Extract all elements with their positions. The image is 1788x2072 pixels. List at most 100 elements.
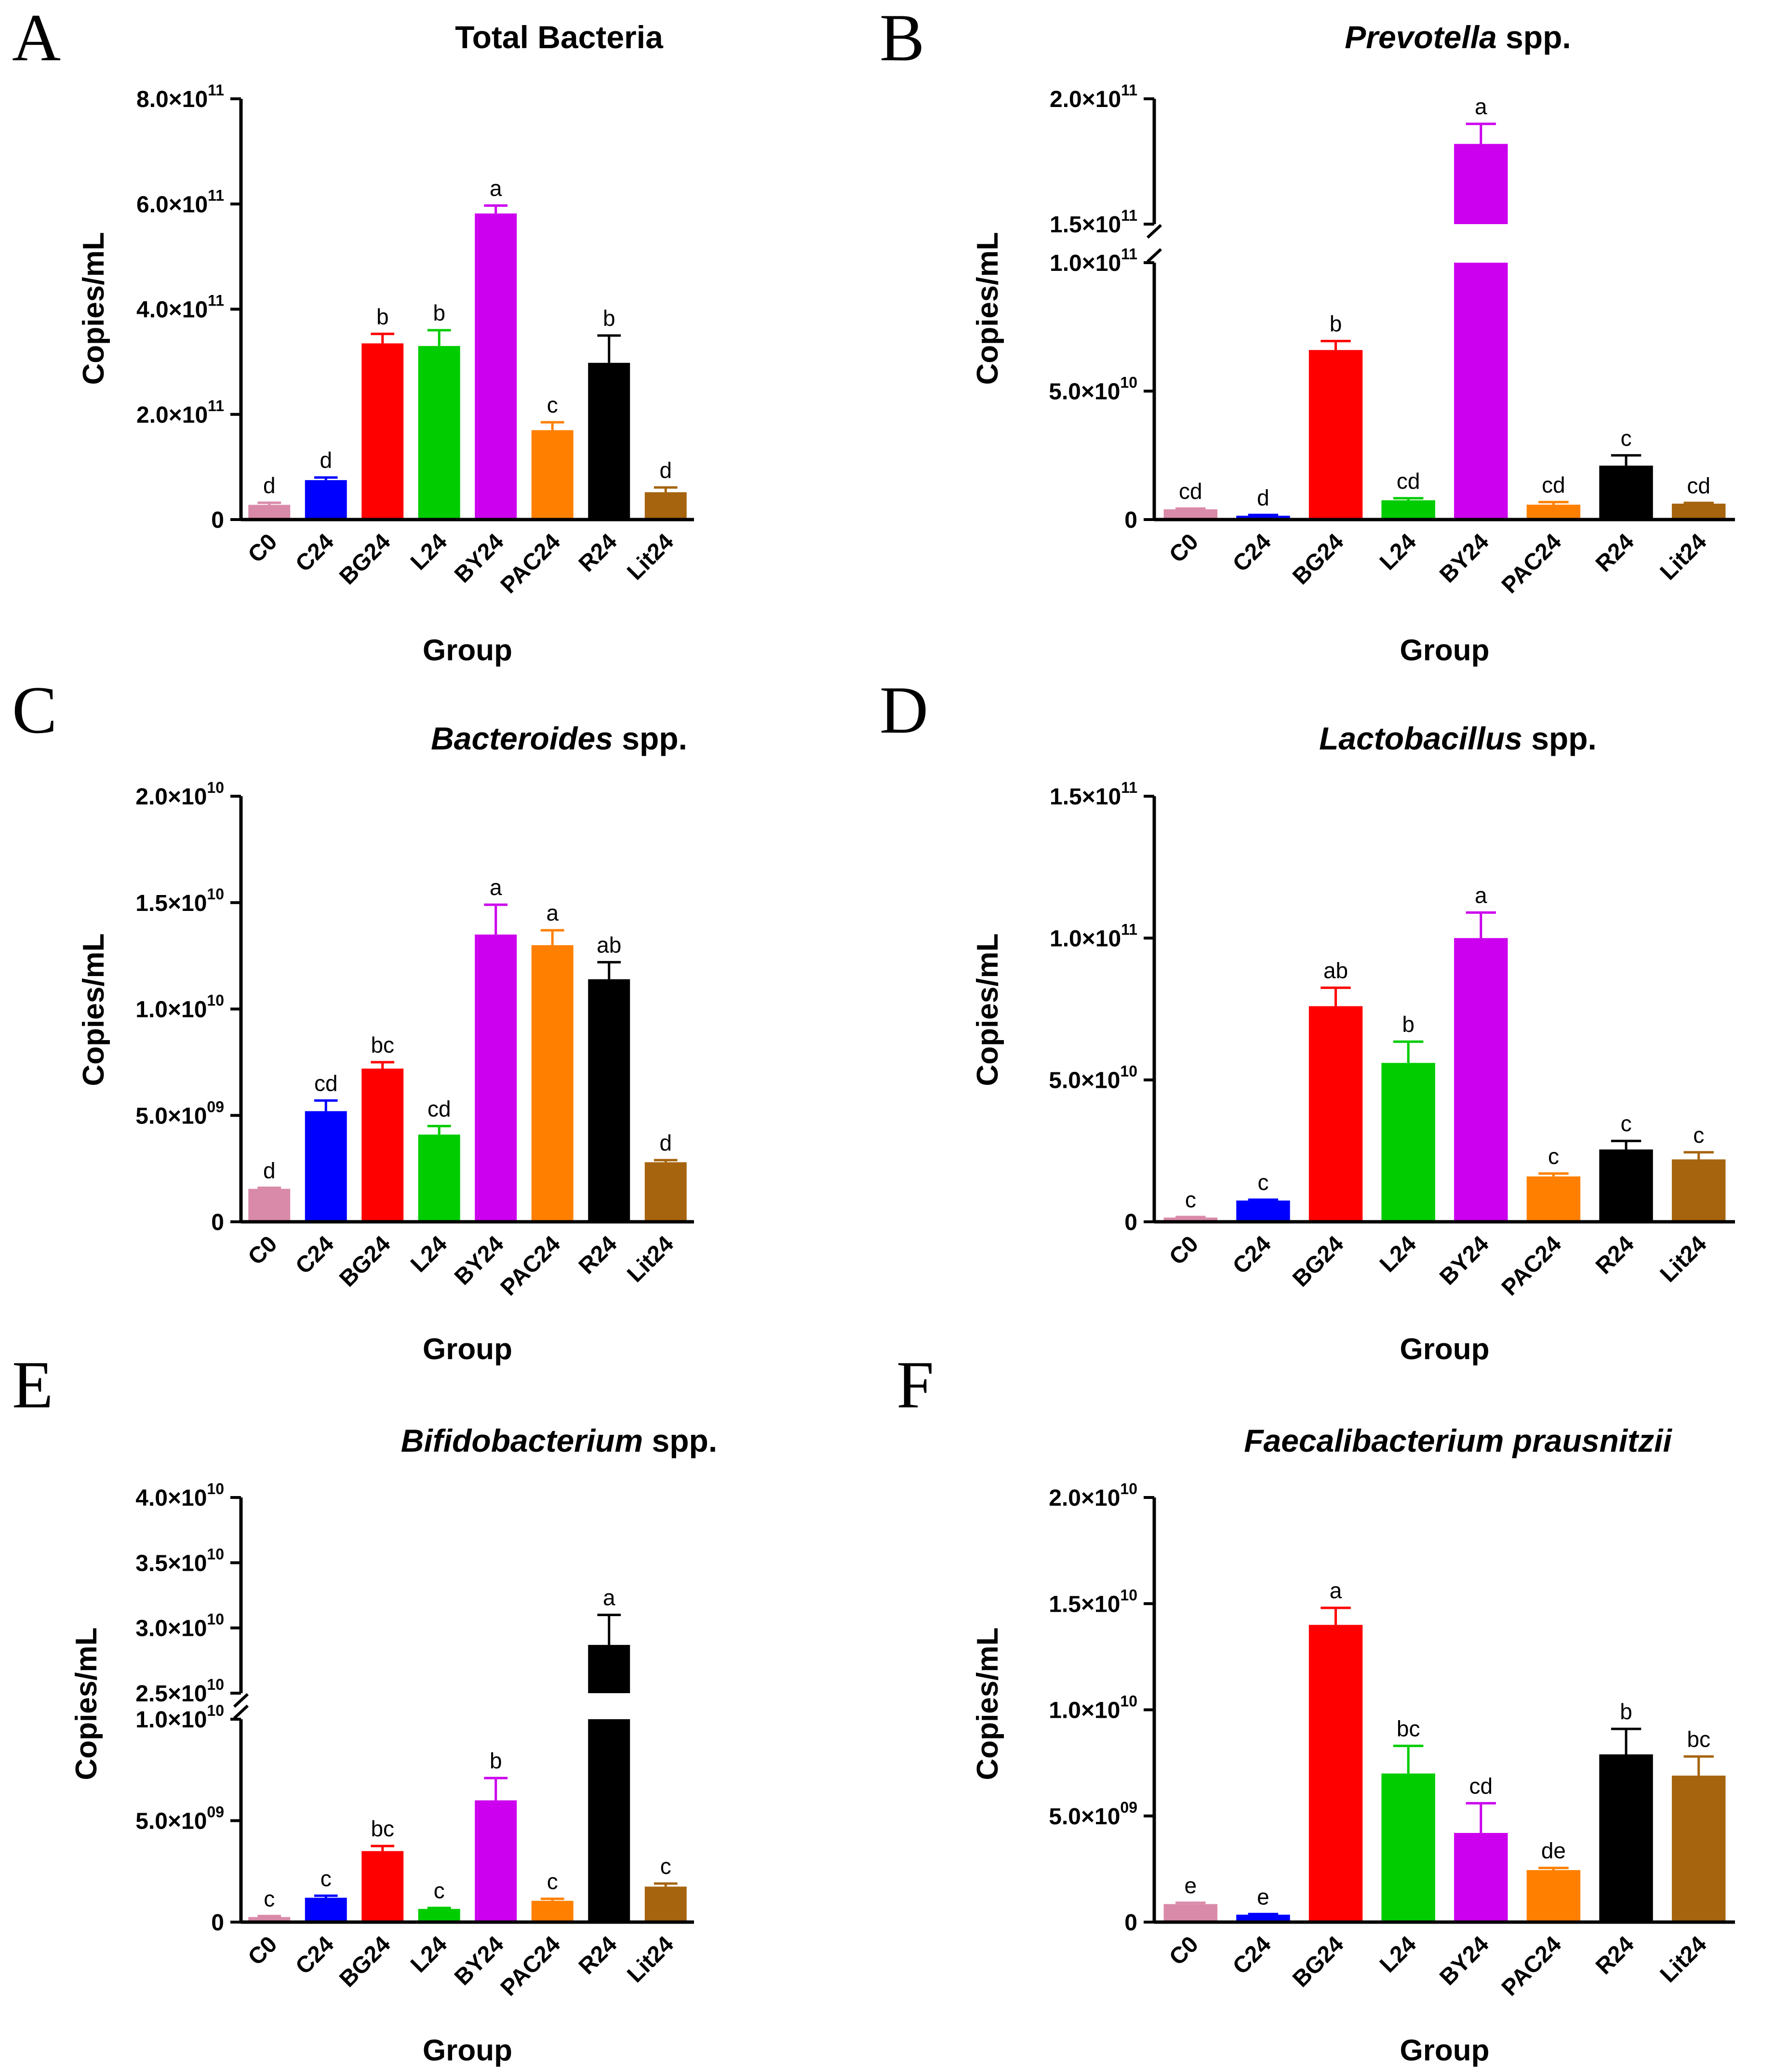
error-bar-e-c0 bbox=[257, 1914, 281, 1917]
error-bar-e-bg24 bbox=[371, 1845, 395, 1851]
bar-e-pac24 bbox=[531, 1900, 574, 1922]
error-bar-d-l24 bbox=[1393, 1040, 1424, 1063]
sig-letter-e-lit24: c bbox=[660, 1854, 671, 1879]
bar-b-by24-upper bbox=[1454, 144, 1508, 224]
bar-f-r24 bbox=[1599, 1754, 1653, 1922]
category-label-a-lit24: Lit24 bbox=[622, 529, 679, 585]
category-label-f-l24: L24 bbox=[1375, 1931, 1421, 1978]
sig-letter-a-c24: d bbox=[320, 448, 332, 473]
bar-c-bg24 bbox=[361, 1069, 404, 1222]
bar-d-l24 bbox=[1381, 1063, 1435, 1222]
error-bar-a-bg24 bbox=[371, 333, 395, 344]
bar-a-pac24 bbox=[531, 430, 574, 520]
bar-d-by24 bbox=[1454, 938, 1508, 1222]
error-bar-a-pac24 bbox=[540, 421, 564, 430]
sig-letter-c-c24: cd bbox=[314, 1070, 338, 1096]
category-label-d-by24: BY24 bbox=[1435, 1231, 1494, 1290]
y-tick-label-b-0: 0 bbox=[1124, 508, 1137, 533]
sig-letter-b-c24: d bbox=[1257, 485, 1269, 510]
category-label-f-bg24: BG24 bbox=[1288, 1931, 1348, 1992]
y-tick-label-f-1: 5.0×1009 bbox=[1049, 1799, 1137, 1830]
error-bar-f-c0 bbox=[1175, 1901, 1206, 1904]
category-label-e-r24: R24 bbox=[574, 1931, 622, 1979]
error-bar-c-bg24 bbox=[371, 1061, 395, 1069]
bar-d-pac24 bbox=[1526, 1176, 1581, 1222]
y-tick-label-c-1: 5.0×1009 bbox=[135, 1098, 224, 1129]
panel-f: F Faecalibacterium prausnitzii Copies/mL Gr… bbox=[896, 1348, 1735, 2067]
bar-e-c0 bbox=[248, 1917, 291, 1922]
x-axis-label-b: Group bbox=[1400, 634, 1490, 667]
sig-letter-f-c0: e bbox=[1185, 1873, 1197, 1898]
error-bar-d-bg24 bbox=[1321, 986, 1351, 1006]
error-bar-b-by24 bbox=[1466, 122, 1496, 144]
category-label-f-c0: C0 bbox=[1164, 1931, 1203, 1970]
bar-f-bg24 bbox=[1308, 1625, 1363, 1922]
x-axis-label-f: Group bbox=[1400, 2034, 1490, 2067]
y-tick-label-e-2: 1.0×1010 bbox=[135, 1702, 224, 1733]
category-label-b-lit24: Lit24 bbox=[1655, 529, 1712, 585]
category-label-d-lit24: Lit24 bbox=[1655, 1231, 1712, 1287]
error-bar-c-r24 bbox=[597, 961, 621, 979]
error-bar-b-pac24 bbox=[1538, 501, 1569, 505]
error-bar-e-pac24 bbox=[540, 1898, 564, 1901]
panel-letter-c: C bbox=[12, 673, 57, 748]
y-tick-label-e-1: 5.0×1009 bbox=[135, 1804, 224, 1834]
axis-break-mark-lower-e bbox=[233, 1704, 249, 1720]
sig-letter-b-lit24: cd bbox=[1687, 473, 1710, 498]
y-tick-label-f-2: 1.0×1010 bbox=[1049, 1693, 1137, 1724]
sig-letter-f-lit24: bc bbox=[1687, 1726, 1710, 1751]
sig-letter-a-by24: a bbox=[490, 176, 502, 201]
y-axis-label-d: Copies/mL bbox=[971, 934, 1004, 1086]
error-bar-a-c0 bbox=[257, 501, 281, 505]
bar-b-by24-lower bbox=[1454, 263, 1508, 520]
category-label-e-c24: C24 bbox=[291, 1931, 339, 1979]
sig-letter-d-bg24: ab bbox=[1323, 958, 1348, 983]
x-axis-label-d: Group bbox=[1400, 1333, 1490, 1366]
error-bar-c-c0 bbox=[257, 1186, 281, 1189]
error-bar-f-by24 bbox=[1466, 1802, 1496, 1833]
bar-b-lit24 bbox=[1671, 503, 1726, 520]
sig-letter-d-l24: b bbox=[1402, 1012, 1414, 1037]
error-bar-b-lit24 bbox=[1683, 501, 1714, 504]
bar-a-l24 bbox=[418, 346, 460, 520]
chart-title-c: Bacteroides spp. bbox=[431, 721, 687, 756]
category-label-c-r24: R24 bbox=[574, 1231, 622, 1279]
axis-break-mark-lower-b bbox=[1146, 248, 1162, 263]
y-tick-label-d-0: 0 bbox=[1124, 1210, 1137, 1235]
sig-letter-a-c0: d bbox=[263, 473, 276, 498]
category-label-c-bg24: BG24 bbox=[334, 1231, 395, 1292]
bar-c-lit24 bbox=[644, 1162, 687, 1222]
x-axis-label-c: Group bbox=[423, 1333, 512, 1366]
bar-b-r24 bbox=[1599, 466, 1653, 520]
sig-letter-c-r24: ab bbox=[597, 932, 621, 957]
y-axis-label-e: Copies/mL bbox=[70, 1628, 103, 1780]
error-bar-d-lit24 bbox=[1683, 1151, 1714, 1160]
bar-f-pac24 bbox=[1526, 1870, 1581, 1922]
chart-title-f: Faecalibacterium prausnitzii bbox=[1244, 1423, 1672, 1458]
category-label-e-c0: C0 bbox=[243, 1931, 282, 1970]
panel-letter-f: F bbox=[896, 1348, 934, 1422]
error-bar-e-c24 bbox=[314, 1894, 338, 1898]
category-label-e-lit24: Lit24 bbox=[622, 1931, 679, 1988]
y-axis-label-f: Copies/mL bbox=[971, 1628, 1004, 1780]
sig-letter-e-by24: b bbox=[490, 1748, 502, 1773]
category-label-b-l24: L24 bbox=[1375, 529, 1421, 575]
bar-e-r24-lower bbox=[588, 1719, 630, 1922]
category-label-c-pac24: PAC24 bbox=[496, 1231, 566, 1301]
bar-f-l24 bbox=[1381, 1773, 1435, 1922]
y-axis-label-a: Copies/mL bbox=[77, 232, 110, 385]
y-tick-label-c-0: 0 bbox=[211, 1210, 224, 1235]
panel-c: C Bacteroides spp. Copies/mL Group d C0 cd C24 b… bbox=[12, 673, 694, 1366]
sig-letter-b-c0: cd bbox=[1179, 479, 1202, 504]
chart-title-a: Total Bacteria bbox=[455, 19, 664, 55]
error-bar-f-pac24 bbox=[1538, 1867, 1569, 1871]
y-tick-label-e-6: 4.0×1010 bbox=[135, 1480, 224, 1511]
y-tick-label-a-1: 2.0×1011 bbox=[136, 397, 224, 428]
y-tick-label-a-4: 8.0×1011 bbox=[136, 81, 224, 112]
category-label-b-by24: BY24 bbox=[1435, 529, 1494, 588]
error-bar-d-by24 bbox=[1466, 911, 1496, 938]
panel-b: B Prevotella spp. Copies/mL Group cd C0 d C24 b B… bbox=[880, 0, 1735, 667]
error-bar-b-l24 bbox=[1393, 497, 1424, 501]
